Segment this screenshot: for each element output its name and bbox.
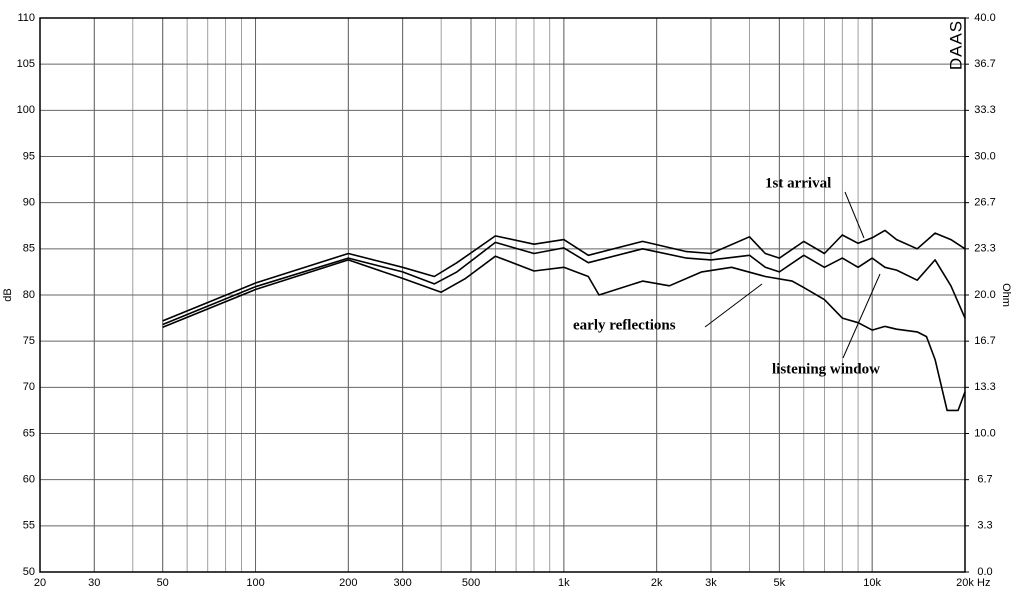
series-line — [162, 255, 966, 412]
y-tick-label: 100 — [17, 104, 35, 116]
y-tick-label: 65 — [23, 427, 35, 439]
y-tick-label: 50 — [23, 566, 35, 578]
x-tick-label: 3k — [705, 577, 717, 589]
x-axis-label: Hz — [977, 577, 990, 589]
series-annotation: early reflections — [573, 317, 676, 333]
y2-tick-label: 3.3 — [977, 520, 992, 532]
y2-tick-label: 36.7 — [974, 58, 995, 70]
y2-tick-label: 16.7 — [974, 335, 995, 347]
y2-tick-label: 10.0 — [974, 427, 995, 439]
y2-axis-label: Ohm — [1000, 283, 1012, 307]
x-tick-label: 2k — [651, 577, 663, 589]
x-tick-label: 300 — [393, 577, 411, 589]
y2-tick-label: 6.7 — [977, 474, 992, 486]
y-tick-label: 85 — [23, 243, 35, 255]
y2-tick-label: 0.0 — [977, 566, 992, 578]
x-tick-label: 30 — [88, 577, 100, 589]
x-tick-label: 20k — [956, 577, 974, 589]
x-tick-label: 20 — [34, 577, 46, 589]
y-tick-label: 55 — [23, 520, 35, 532]
x-tick-label: 100 — [246, 577, 264, 589]
y-tick-label: 60 — [23, 474, 35, 486]
y2-tick-label: 23.3 — [974, 243, 995, 255]
y-tick-label: 90 — [23, 197, 35, 209]
y-tick-label: 110 — [17, 12, 35, 24]
series-annotation: 1st arrival — [765, 175, 831, 191]
series-line — [162, 229, 966, 322]
x-tick-label: 10k — [863, 577, 881, 589]
annotation-pointer — [842, 273, 881, 359]
brand: DAAS — [946, 20, 965, 70]
x-tick-label: 500 — [462, 577, 480, 589]
plot-frame — [39, 17, 966, 573]
y-tick-label: 105 — [17, 58, 35, 70]
y-tick-label: 70 — [23, 381, 35, 393]
y2-tick-label: 13.3 — [974, 381, 995, 393]
y-tick-label: 80 — [23, 289, 35, 301]
x-tick-label: 5k — [774, 577, 786, 589]
annotation-pointer — [844, 191, 865, 239]
y2-tick-label: 40.0 — [974, 12, 995, 24]
x-tick-label: 200 — [339, 577, 357, 589]
annotation-pointer — [704, 283, 763, 328]
y2-tick-label: 30.0 — [974, 150, 995, 162]
x-tick-label: 1k — [558, 577, 570, 589]
series-line — [162, 241, 966, 326]
y-tick-label: 75 — [23, 335, 35, 347]
y2-tick-label: 20.0 — [974, 289, 995, 301]
series-annotation: listening window — [772, 361, 880, 377]
y2-tick-label: 26.7 — [974, 197, 995, 209]
y-tick-label: 95 — [23, 150, 35, 162]
y2-tick-label: 33.3 — [974, 104, 995, 116]
y-axis-label: dB — [2, 288, 14, 301]
x-tick-label: 50 — [157, 577, 169, 589]
